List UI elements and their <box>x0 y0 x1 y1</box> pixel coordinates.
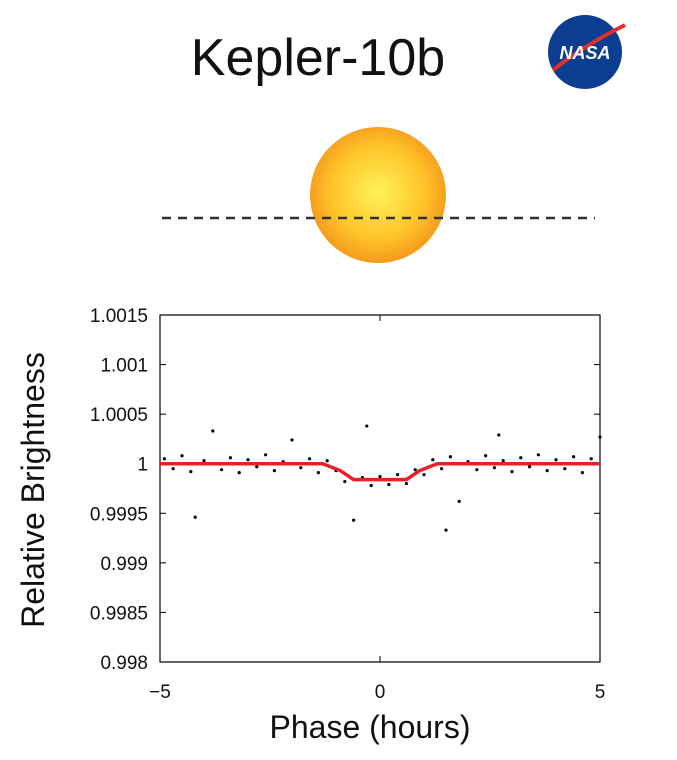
data-point <box>193 515 197 519</box>
data-point <box>589 457 593 461</box>
data-point <box>510 470 514 474</box>
x-tick-label: −5 <box>149 682 171 703</box>
model-curve <box>160 461 600 482</box>
y-tick-label: 0.998 <box>100 653 148 674</box>
y-tick-label: 0.9985 <box>90 603 148 624</box>
data-point <box>171 467 175 471</box>
data-point <box>369 483 373 488</box>
data-point <box>444 528 448 532</box>
data-point <box>308 457 312 461</box>
logo-disc <box>548 15 622 89</box>
data-point <box>572 455 576 459</box>
data-point <box>237 471 241 475</box>
data-point <box>290 438 294 442</box>
star <box>310 127 446 263</box>
data-point <box>299 466 303 470</box>
plot-frame <box>159 314 601 663</box>
data-point <box>528 465 532 469</box>
data-point <box>396 473 400 477</box>
data-point <box>272 469 276 473</box>
data-point <box>484 454 488 458</box>
data-point <box>228 456 232 460</box>
data-point <box>202 459 206 463</box>
data-point <box>211 429 215 433</box>
data-point <box>316 471 320 475</box>
y-tick-label: 0.9995 <box>90 504 148 525</box>
data-point <box>246 458 250 462</box>
data-point <box>475 468 479 472</box>
data-point <box>501 459 505 463</box>
data-point <box>554 458 558 462</box>
data-point <box>440 467 444 471</box>
logo-swoosh <box>551 23 626 72</box>
x-tick-label: 0 <box>375 682 386 703</box>
data-point <box>180 454 184 458</box>
data-point <box>422 473 426 477</box>
data-point <box>162 457 166 461</box>
data-point <box>580 471 585 475</box>
data-point <box>497 433 501 437</box>
data-point <box>378 475 382 479</box>
page-title: Kepler-10b <box>191 29 445 87</box>
data-point <box>343 479 347 484</box>
y-axis-label: Relative Brightness <box>15 352 51 628</box>
data-point <box>264 453 268 457</box>
data-point <box>220 468 224 472</box>
x-tick-label: 5 <box>595 682 606 703</box>
y-tick-label: 1.0015 <box>90 306 148 327</box>
x-axis-label: Phase (hours) <box>270 709 471 745</box>
data-point <box>492 466 496 470</box>
data-point <box>431 458 435 462</box>
data-point <box>255 465 259 469</box>
logo-text: NASA <box>559 43 610 63</box>
data-point <box>189 470 193 474</box>
data-point <box>387 482 391 487</box>
data-point <box>563 467 567 471</box>
y-tick-label: 0.999 <box>100 554 148 575</box>
y-tick-label: 1.001 <box>100 356 148 377</box>
data-point <box>365 424 369 428</box>
data-point <box>545 469 549 473</box>
data-point <box>448 455 452 459</box>
data-point <box>404 481 408 486</box>
data-point <box>325 459 329 463</box>
y-tick-label: 1 <box>137 455 148 476</box>
data-point <box>457 499 461 503</box>
data-point <box>519 456 523 460</box>
data-point <box>536 453 541 457</box>
data-point <box>598 435 602 439</box>
y-tick-label: 1.0005 <box>90 405 148 426</box>
data-point <box>413 468 417 472</box>
nasa-logo: NASA <box>548 15 626 89</box>
data-point <box>352 518 356 522</box>
